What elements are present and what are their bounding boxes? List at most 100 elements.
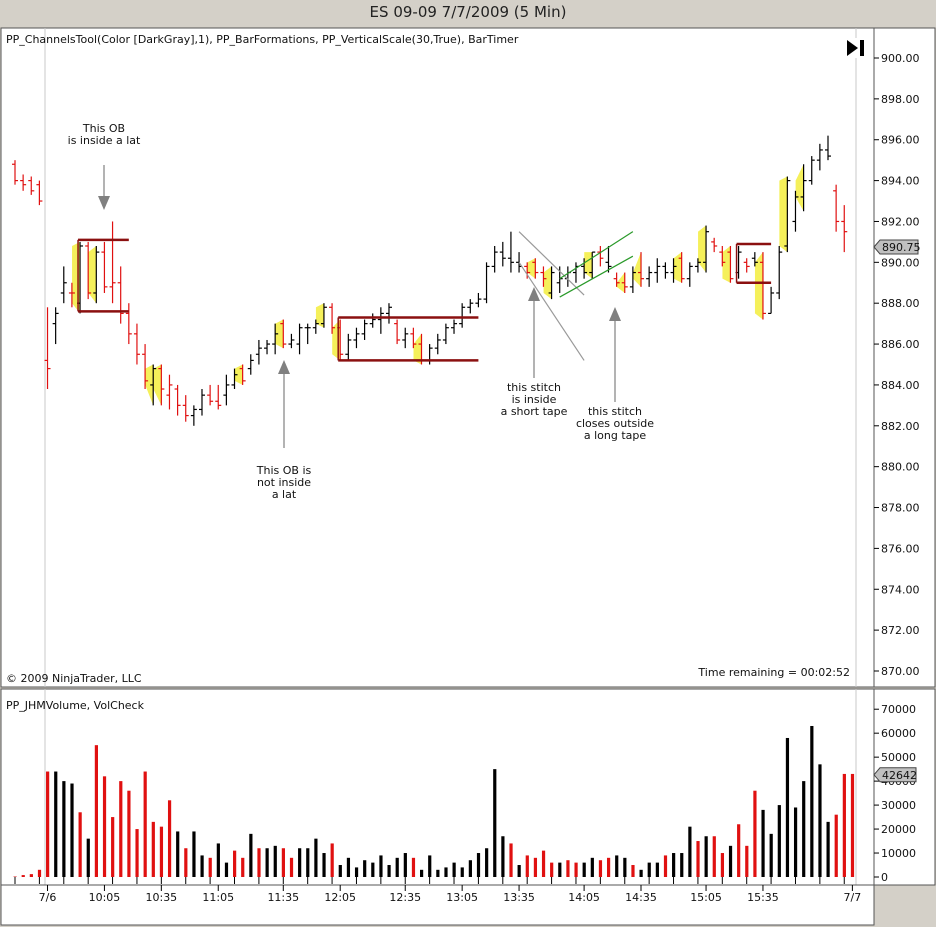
price-bar bbox=[442, 323, 449, 345]
short-tape-line bbox=[518, 261, 585, 361]
price-bar bbox=[133, 323, 140, 365]
price-bar bbox=[841, 205, 848, 253]
price-bar bbox=[768, 286, 775, 315]
volume-bar bbox=[249, 833, 253, 877]
scroll-to-end-button[interactable] bbox=[846, 38, 866, 58]
volume-bar bbox=[54, 771, 58, 877]
price-bar bbox=[312, 319, 319, 334]
volume-bar bbox=[842, 773, 846, 877]
volume-bar bbox=[541, 850, 546, 877]
price-bar bbox=[825, 135, 831, 161]
volume-bar bbox=[850, 773, 855, 877]
price-bar bbox=[784, 176, 791, 253]
volume-bar bbox=[379, 855, 383, 877]
annotation-text: is inside a lat bbox=[68, 134, 141, 147]
annotation-text: a lat bbox=[272, 488, 297, 501]
annotation-arrow-head bbox=[609, 307, 621, 321]
short-tape-line bbox=[518, 231, 585, 296]
volume-bar bbox=[802, 781, 806, 877]
bar-formation-highlight bbox=[673, 252, 682, 283]
volume-bar bbox=[167, 800, 172, 877]
time-tick-label: 10:05 bbox=[89, 891, 121, 904]
volume-bar bbox=[663, 855, 668, 877]
annotation-text: this stitch bbox=[507, 381, 561, 394]
long-tape-line bbox=[559, 231, 634, 280]
volume-bar bbox=[436, 869, 440, 877]
volume-bar bbox=[151, 821, 155, 877]
volume-bar bbox=[143, 771, 147, 877]
price-bar bbox=[182, 395, 189, 422]
volume-bar bbox=[574, 862, 578, 877]
volume-bar bbox=[46, 771, 50, 877]
bar-formation-highlight bbox=[543, 266, 552, 300]
time-tick-label: 15:05 bbox=[690, 891, 722, 904]
price-tick-label: 898.00 bbox=[881, 93, 920, 106]
price-bar bbox=[85, 241, 92, 300]
volume-bar bbox=[444, 867, 448, 877]
price-bar bbox=[613, 272, 620, 287]
volume-bar bbox=[818, 764, 822, 877]
price-bar bbox=[532, 258, 539, 279]
price-bar bbox=[190, 405, 197, 426]
time-tick-label: 12:05 bbox=[324, 891, 356, 904]
price-bar bbox=[361, 319, 368, 340]
play-end-icon[interactable] bbox=[847, 40, 858, 56]
volume-bar bbox=[639, 869, 643, 877]
volume-bar bbox=[533, 857, 538, 877]
volume-bar bbox=[834, 814, 838, 877]
volume-bar bbox=[582, 862, 586, 877]
volume-bar bbox=[289, 857, 294, 877]
bar-formation-highlight bbox=[527, 258, 536, 279]
price-bar bbox=[776, 245, 783, 300]
annotation-text: closes outside bbox=[576, 417, 654, 430]
price-bar bbox=[109, 221, 116, 304]
price-bar bbox=[662, 262, 669, 279]
long-tape-line bbox=[559, 255, 634, 298]
volume-bar bbox=[623, 857, 627, 877]
volume-bar bbox=[704, 836, 708, 877]
volume-bar bbox=[826, 821, 830, 877]
annotation-text: is inside bbox=[512, 393, 557, 406]
volume-bar bbox=[330, 843, 334, 877]
time-tick-label: 14:35 bbox=[625, 891, 657, 904]
volume-bar bbox=[241, 857, 245, 877]
price-bar bbox=[231, 368, 238, 390]
volume-bar bbox=[200, 855, 204, 877]
annotation-text: This OB is bbox=[256, 464, 312, 477]
price-tick-label: 876.00 bbox=[881, 542, 920, 555]
price-bar bbox=[207, 384, 214, 406]
price-bar bbox=[629, 266, 636, 293]
volume-tick-label: 60000 bbox=[881, 727, 916, 740]
price-bar bbox=[678, 252, 685, 283]
volume-tick-label: 70000 bbox=[881, 703, 916, 716]
bar-formation-highlight bbox=[722, 245, 731, 283]
volume-bar bbox=[111, 817, 115, 877]
volume-bar bbox=[306, 848, 310, 877]
price-bar bbox=[68, 282, 75, 308]
price-bar bbox=[751, 252, 758, 267]
price-bar bbox=[703, 225, 710, 273]
volume-bar bbox=[176, 831, 180, 877]
price-bar bbox=[670, 258, 677, 283]
price-bar bbox=[759, 252, 766, 320]
volume-bar bbox=[102, 776, 107, 877]
time-tick-label: 10:35 bbox=[145, 891, 177, 904]
price-bar bbox=[459, 303, 466, 328]
volume-indicators-label: PP_JHMVolume, VolCheck bbox=[6, 699, 145, 712]
price-bar bbox=[451, 319, 458, 334]
end-bar-icon[interactable] bbox=[860, 40, 864, 56]
volume-bar bbox=[273, 845, 277, 877]
price-bar bbox=[686, 262, 693, 287]
price-tick-label: 870.00 bbox=[881, 665, 920, 678]
price-bar bbox=[93, 245, 100, 304]
volume-bar bbox=[598, 860, 603, 877]
volume-bar bbox=[810, 725, 814, 877]
volume-bar bbox=[769, 833, 773, 877]
volume-bar bbox=[13, 876, 17, 878]
price-bar bbox=[402, 327, 409, 349]
volume-bar bbox=[127, 790, 131, 877]
bar-formation-highlight bbox=[633, 252, 642, 287]
price-bar bbox=[833, 184, 840, 232]
volume-bar bbox=[558, 862, 562, 877]
